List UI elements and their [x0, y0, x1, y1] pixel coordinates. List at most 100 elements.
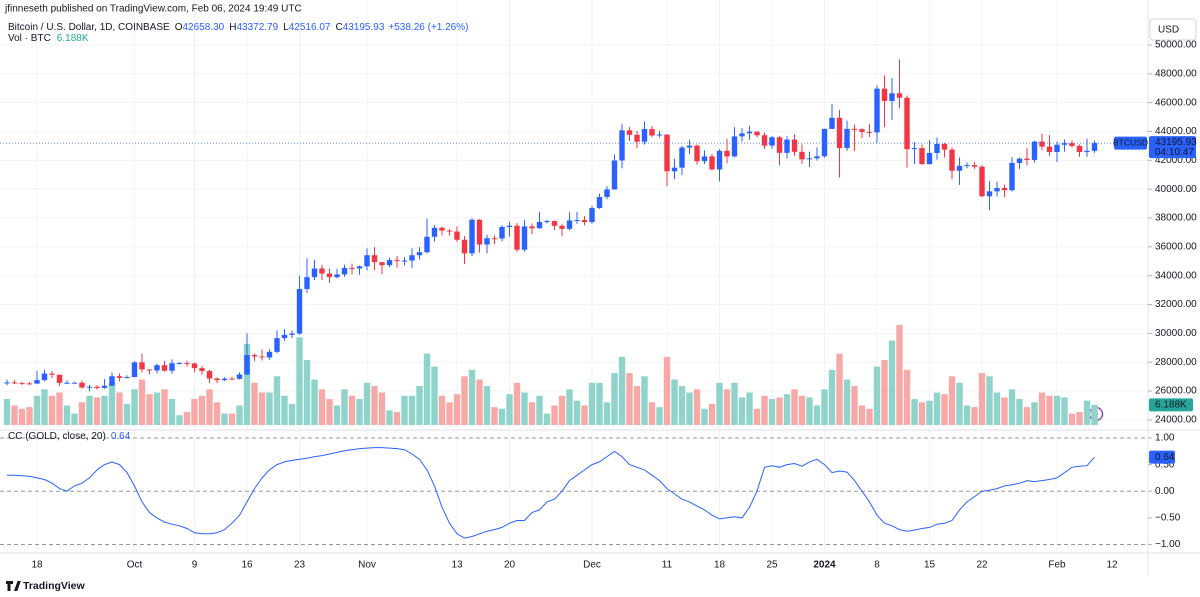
volume-bar [843, 379, 851, 425]
candle-body [259, 356, 265, 358]
change: +538.26 (+1.26%) [388, 22, 468, 33]
volume-bar [243, 343, 251, 425]
candle-body [401, 260, 408, 262]
candle-body [709, 156, 715, 170]
candle-body [64, 382, 70, 384]
candle-body [1061, 143, 1068, 145]
volume-bar [78, 402, 86, 425]
volume-bar [566, 389, 573, 425]
candle-body [446, 230, 453, 232]
brand-logo [6, 581, 21, 591]
y-tick-label: 0.00 [1155, 486, 1175, 497]
volume-bar [416, 386, 423, 425]
volume-bar [348, 395, 356, 425]
volume-bar [491, 407, 498, 425]
volume-bar [183, 412, 191, 425]
candle-body [1024, 158, 1030, 160]
candle-body [139, 362, 145, 370]
candle-body [289, 333, 295, 335]
volume-bar [926, 400, 933, 425]
volume-bar [1083, 400, 1091, 425]
volume-bar [978, 373, 986, 425]
x-tick-label: 11 [662, 560, 673, 571]
ohlc-value: 43195.93 [343, 22, 385, 33]
candle-body [859, 129, 865, 132]
y-tick-label: 24000.00 [1155, 415, 1197, 426]
volume-bar [993, 392, 1001, 425]
volume-bar [371, 386, 378, 425]
volume-bar [701, 408, 708, 425]
volume-bar [131, 389, 138, 425]
volume-bar [888, 340, 896, 425]
volume-bar [431, 366, 438, 425]
x-tick-label: 2024 [813, 560, 836, 571]
volume-bar [873, 366, 881, 425]
volume-bar [761, 395, 768, 425]
candle-body [919, 148, 925, 165]
volume-bar [768, 399, 776, 425]
candle-body [199, 368, 205, 372]
candle-body [784, 139, 790, 153]
volume-bar [671, 379, 678, 425]
candle-body [214, 378, 220, 381]
volume-bar [806, 397, 813, 425]
volume-bar [303, 360, 311, 425]
volume-bar [221, 413, 228, 425]
volume-bar [791, 389, 798, 425]
volume-bar [476, 379, 483, 425]
volume-bar [521, 392, 528, 425]
y-tick-label: 1.00 [1155, 433, 1175, 444]
volume-bar [633, 386, 641, 425]
candle-body [656, 134, 663, 136]
candle-body [304, 277, 310, 289]
volume-bar [678, 386, 686, 425]
candle-body [596, 196, 603, 209]
volume-bar [648, 402, 656, 425]
volume-bar [453, 394, 461, 425]
brand: TradingView [6, 580, 85, 592]
volume-bar [33, 395, 41, 425]
candle-body [416, 252, 423, 256]
candle-body [484, 238, 490, 245]
volume-bar [168, 399, 176, 425]
volume-bar [971, 407, 978, 425]
volume-bar [341, 389, 348, 425]
volume-bar [206, 389, 213, 425]
candle-body [266, 351, 273, 358]
candle-body [379, 262, 385, 266]
candle-body [19, 382, 25, 384]
volume-bar [41, 389, 48, 425]
volume-bar [26, 407, 33, 425]
candle-body [296, 288, 303, 334]
volume-bar [123, 403, 131, 425]
volume-bar [881, 360, 888, 425]
ohlc-key: C [335, 22, 342, 33]
x-tick-label: 15 [924, 560, 936, 571]
volume-bar [641, 376, 648, 425]
candle-body [911, 148, 918, 150]
volume-bar [753, 408, 761, 425]
candle-body [896, 93, 903, 98]
candle-body [986, 191, 993, 197]
x-tick-label: 8 [874, 560, 880, 571]
cc-legend: CC (GOLD, close, 20) 0.64 [8, 431, 131, 442]
volume-bar [513, 382, 521, 425]
volume-bar [896, 325, 903, 425]
candle-body [941, 143, 948, 150]
candle-body [836, 117, 843, 149]
volume-bar [1046, 395, 1053, 425]
volume-bar [213, 402, 221, 425]
candle-body [124, 377, 130, 379]
candle-body [364, 255, 370, 267]
volume-bar [1023, 407, 1031, 425]
y-tick-label: 38000.00 [1155, 213, 1197, 224]
candle-body [41, 373, 48, 381]
candle-body [251, 355, 258, 357]
volume-bar [581, 405, 588, 425]
volume-title: Vol · BTC [8, 33, 51, 44]
currency-box[interactable] [1149, 18, 1197, 41]
symbol-legend: Bitcoin / U.S. Dollar, 1D, COINBASE O4265… [8, 22, 468, 33]
volume-bar [543, 413, 551, 425]
candle-body [461, 239, 468, 254]
cc-tag [1149, 450, 1175, 464]
